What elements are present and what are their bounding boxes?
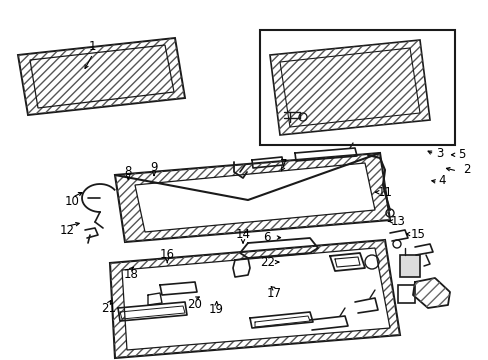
Polygon shape (122, 248, 389, 350)
Bar (260, 30, 454, 145)
Text: 2: 2 (462, 163, 470, 176)
Text: 19: 19 (209, 303, 224, 316)
Text: 3: 3 (435, 147, 443, 159)
Polygon shape (269, 40, 429, 135)
Text: 4: 4 (438, 174, 446, 186)
Text: 18: 18 (123, 268, 138, 281)
Text: 1: 1 (89, 40, 97, 53)
Bar (397, 285, 414, 303)
Polygon shape (135, 163, 374, 232)
Text: 11: 11 (377, 186, 392, 199)
Text: 6: 6 (262, 231, 270, 244)
Text: 14: 14 (235, 228, 250, 241)
Text: 9: 9 (150, 161, 158, 174)
Text: 13: 13 (390, 215, 405, 228)
Text: 21: 21 (101, 302, 116, 315)
Text: 7: 7 (279, 158, 287, 171)
Text: 12: 12 (60, 224, 75, 237)
Text: 15: 15 (410, 228, 425, 240)
Text: 17: 17 (266, 287, 281, 300)
Text: 16: 16 (160, 248, 174, 261)
Text: 8: 8 (124, 165, 132, 177)
Polygon shape (115, 153, 389, 242)
Polygon shape (110, 240, 399, 358)
Text: 5: 5 (457, 148, 465, 161)
Text: 10: 10 (65, 195, 80, 208)
Text: 20: 20 (186, 298, 201, 311)
Polygon shape (18, 38, 184, 115)
Text: 22: 22 (260, 256, 275, 269)
Bar (399, 255, 419, 277)
